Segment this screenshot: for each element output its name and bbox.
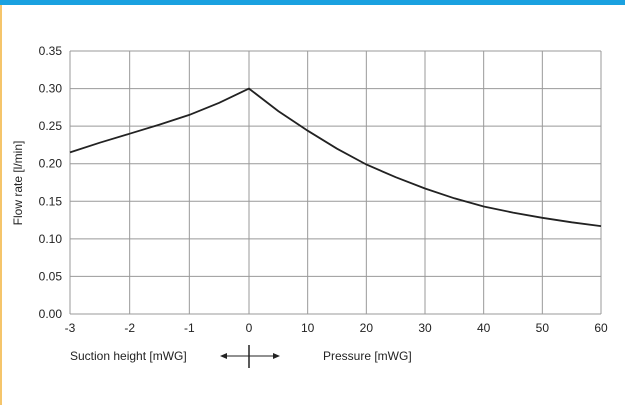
x-tick-label: 30 (418, 321, 432, 335)
x-tick-label: 50 (536, 321, 550, 335)
y-tick-label: 0.35 (39, 44, 63, 58)
x-tick-label: -3 (65, 321, 76, 335)
y-tick-label: 0.00 (39, 307, 63, 321)
y-axis-label: Flow rate [l/min] (11, 141, 25, 226)
flow-rate-curve (69, 87, 602, 227)
x-tick-label: 40 (477, 321, 491, 335)
x-tick-label: -2 (124, 321, 135, 335)
y-tick-labels: 0.00 0.05 0.10 0.15 0.20 0.25 0.30 0.35 (39, 44, 63, 321)
top-accent-bar (0, 0, 625, 5)
x-tick-label: 10 (301, 321, 315, 335)
y-tick-label: 0.15 (39, 194, 63, 208)
y-tick-label: 0.05 (39, 269, 63, 283)
chart-grid (69, 50, 602, 315)
y-tick-label: 0.25 (39, 119, 63, 133)
x-tick-label: 0 (246, 321, 253, 335)
x-tick-label: 60 (594, 321, 608, 335)
x-tick-label: -1 (184, 321, 195, 335)
x-tick-labels: -3 -2 -1 0 10 20 30 40 50 60 (65, 321, 608, 335)
pressure-label: Pressure [mWG] (323, 349, 412, 363)
y-tick-label: 0.30 (39, 82, 63, 96)
y-tick-label: 0.10 (39, 232, 63, 246)
y-tick-label: 0.20 (39, 157, 63, 171)
x-tick-label: 20 (360, 321, 374, 335)
left-accent-bar (0, 5, 2, 405)
split-axis-arrow-icon (220, 345, 280, 368)
suction-height-label: Suction height [mWG] (70, 349, 187, 363)
